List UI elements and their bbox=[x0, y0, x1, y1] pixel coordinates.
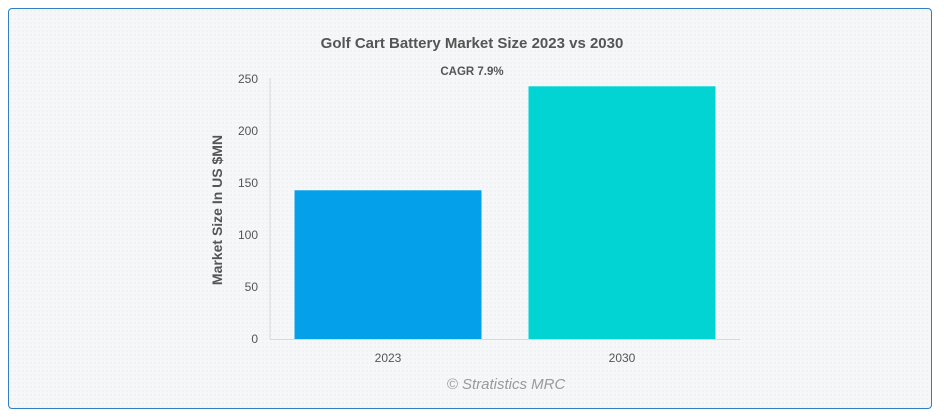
x-tick-label: 2030 bbox=[609, 351, 636, 365]
y-tick-label: 150 bbox=[238, 176, 258, 190]
y-tick-label: 200 bbox=[238, 124, 258, 138]
y-tick-label: 50 bbox=[245, 280, 259, 294]
chart-title: Golf Cart Battery Market Size 2023 vs 20… bbox=[321, 35, 624, 52]
bar-2030 bbox=[528, 86, 716, 339]
y-tick-label: 100 bbox=[238, 228, 258, 242]
cagr-annotation: CAGR 7.9% bbox=[440, 66, 503, 78]
bar-2023 bbox=[294, 190, 482, 339]
watermark: © Stratistics MRC bbox=[447, 376, 566, 393]
x-tick-label: 2023 bbox=[375, 351, 402, 365]
y-axis-label: Market Size In US $MN bbox=[209, 135, 225, 285]
y-tick-label: 250 bbox=[238, 72, 258, 86]
y-tick-label: 0 bbox=[251, 332, 258, 346]
